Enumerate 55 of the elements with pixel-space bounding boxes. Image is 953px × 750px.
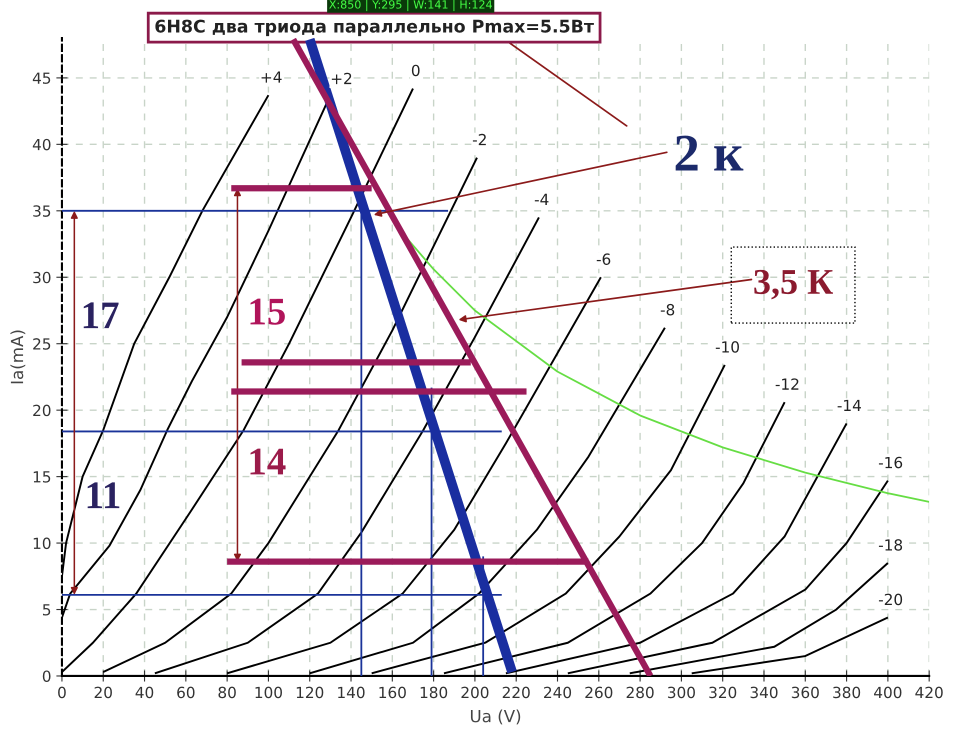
y-tick-label: 15 xyxy=(34,471,50,483)
series-label: -10 xyxy=(716,341,739,353)
y-tick-label: 30 xyxy=(33,272,51,284)
x-tick-label: 240 xyxy=(544,686,572,698)
x-tick-label: 300 xyxy=(668,686,695,698)
series-label: -8 xyxy=(660,304,674,316)
x-tick-label: 360 xyxy=(792,686,819,698)
x-tick-label: 160 xyxy=(379,686,406,698)
chart-title: 6Н8С два триода параллельно Pmax=5.5Вт xyxy=(155,20,594,36)
annotation: 17 xyxy=(84,302,119,328)
series-label: -2 xyxy=(472,134,486,146)
x-tick-label: 320 xyxy=(709,686,736,698)
x-tick-label: 0 xyxy=(58,686,66,698)
series-label: -12 xyxy=(776,378,798,390)
annotation: 2 к xyxy=(676,136,744,171)
annotation: 11 xyxy=(88,482,120,508)
x-tick-label: 60 xyxy=(177,686,195,698)
x-tick-label: 380 xyxy=(833,686,860,698)
x-tick-label: 100 xyxy=(256,686,282,698)
y-tick-label: 45 xyxy=(32,72,50,84)
y-tick-label: 40 xyxy=(32,138,51,150)
series-label: +4 xyxy=(262,72,282,83)
series-label: -14 xyxy=(838,400,861,411)
y-tick-label: 35 xyxy=(33,205,50,217)
series-label: -6 xyxy=(596,253,610,265)
x-tick-label: 260 xyxy=(585,686,612,698)
x-tick-label: 420 xyxy=(915,686,943,698)
series-label: +2 xyxy=(332,72,352,84)
y-tick-label: 5 xyxy=(42,604,50,616)
annotation: 15 xyxy=(250,298,285,325)
x-tick-label: 340 xyxy=(750,686,778,698)
x-tick-label: 20 xyxy=(94,686,112,698)
series-label: -20 xyxy=(878,594,902,606)
annotation: 3,5 К xyxy=(754,270,833,300)
x-tick-label: 220 xyxy=(502,686,530,698)
y-tick-label: 20 xyxy=(33,404,51,416)
x-tick-label: 140 xyxy=(338,686,365,698)
y-tick-label: 25 xyxy=(33,338,50,350)
annotation: 14 xyxy=(250,448,286,474)
x-tick-label: 120 xyxy=(296,686,324,698)
series-label: -4 xyxy=(534,194,548,205)
x-tick-label: 80 xyxy=(218,686,236,698)
y-tick-label: 0 xyxy=(42,670,51,682)
x-tick-label: 200 xyxy=(461,686,488,698)
y-axis-title: Ia(mA) xyxy=(10,330,26,384)
x-tick-label: 280 xyxy=(626,686,654,698)
series-label: -18 xyxy=(878,539,902,551)
x-tick-label: 400 xyxy=(874,686,902,698)
x-tick-label: 40 xyxy=(136,686,154,698)
series-label: 0 xyxy=(412,64,420,76)
text: X:850 | Y:295 | W:141 | H:124 xyxy=(329,0,492,12)
y-tick-label: 10 xyxy=(34,538,51,550)
x-axis-title: Ua (V) xyxy=(470,710,520,724)
series-label: -16 xyxy=(878,456,902,468)
x-tick-label: 180 xyxy=(420,686,448,698)
